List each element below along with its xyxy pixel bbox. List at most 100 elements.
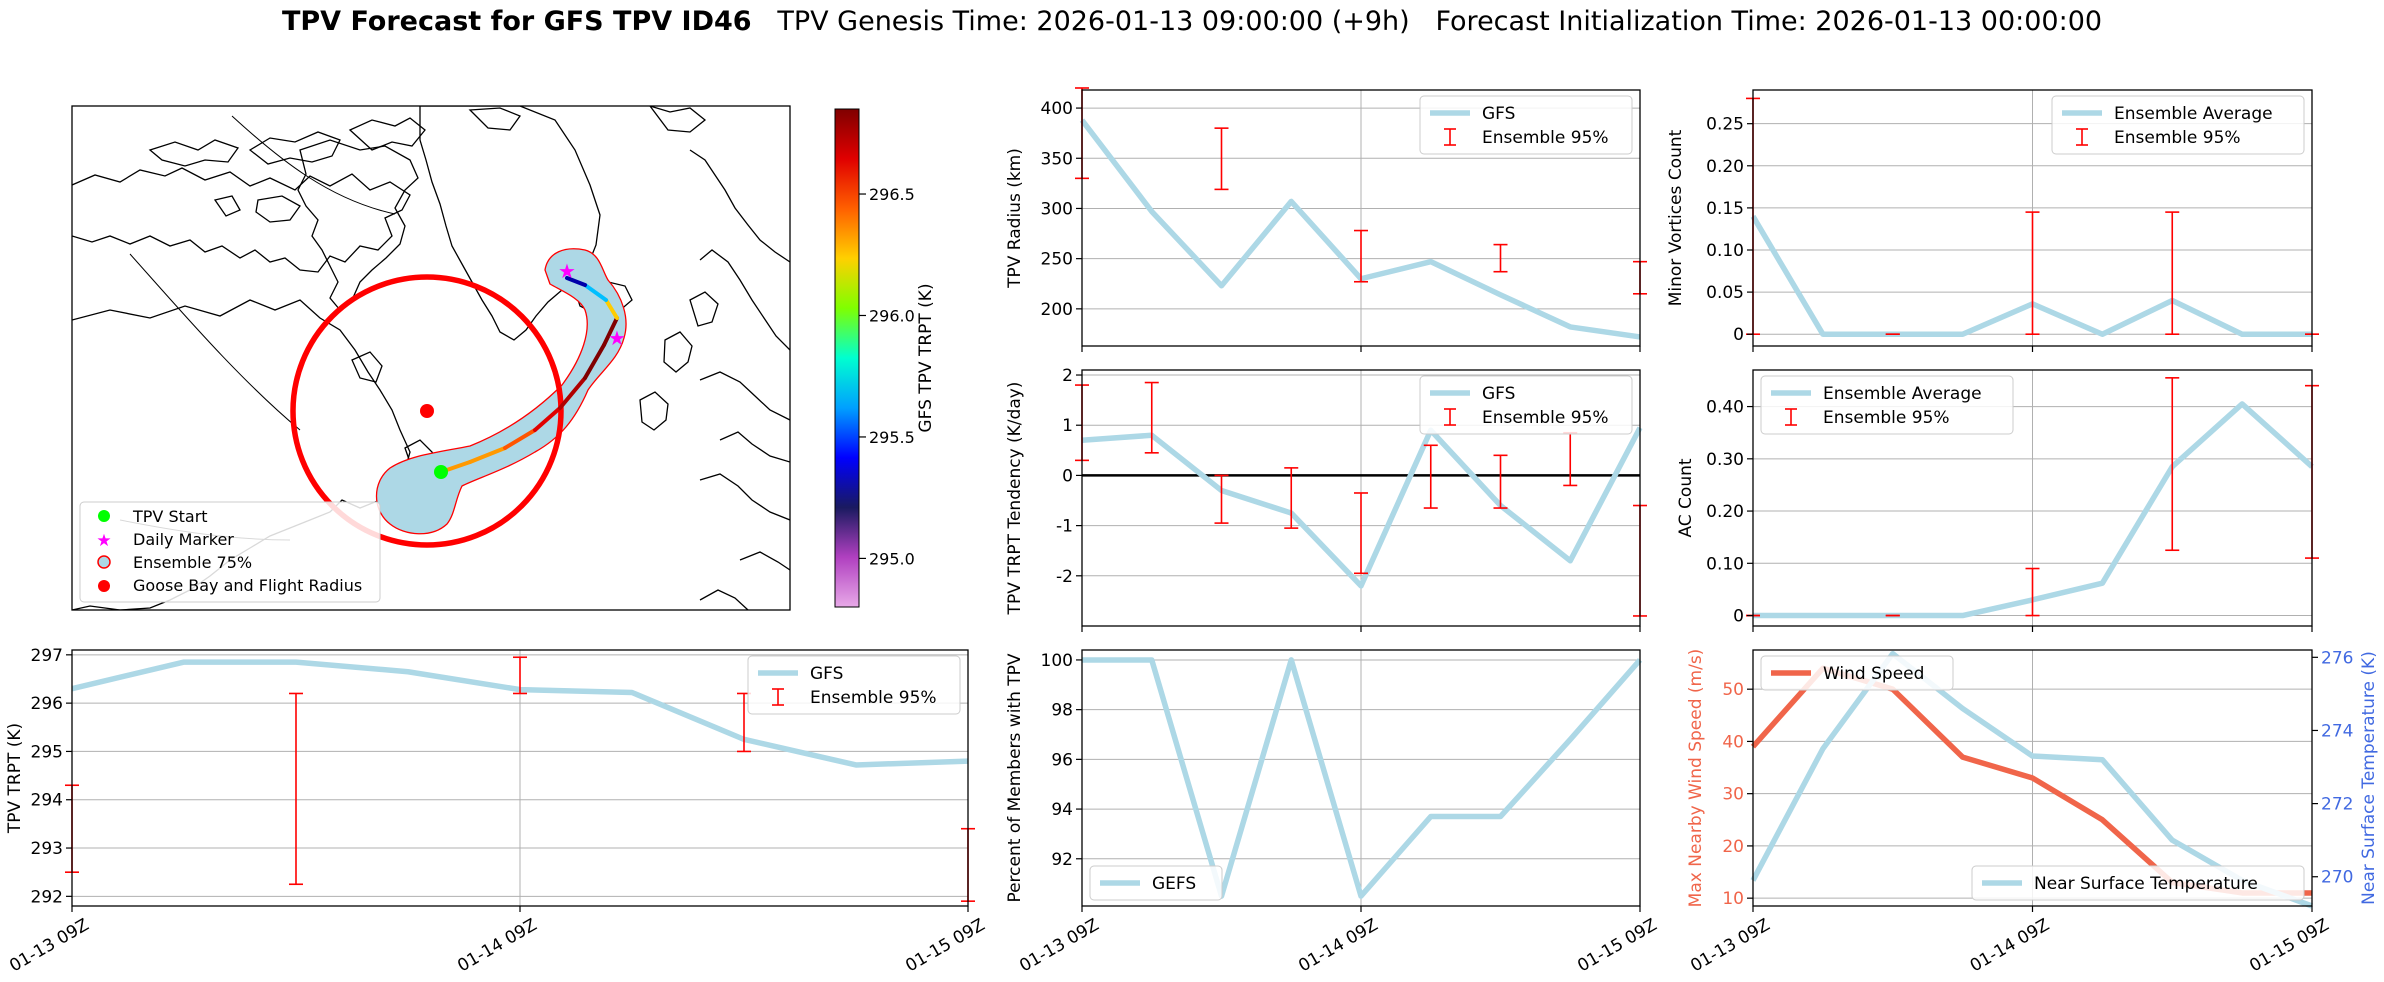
legend-box: [1760, 375, 2014, 435]
chart-tendency: -2 -1 0 1 2 TPV TRPT Tendency (K/day) GFS Ensem…: [1005, 366, 1647, 632]
figure-title-main: TPV Forecast for GFS TPV ID46: [281, 6, 752, 37]
legend-box: [1089, 865, 1223, 901]
y-axis-label: TPV Radius (km): [1005, 148, 1025, 289]
y-tick-label: 0.15: [1706, 199, 1744, 219]
legend-box: [1419, 375, 1633, 435]
y2-tick-label: 274: [2321, 721, 2353, 741]
chart-minor: 0 0.05 0.10 0.15 0.20 0.25 Minor Vortices Coun…: [1666, 89, 2319, 352]
map-frame: [71, 105, 791, 611]
legend-box: [1760, 655, 1954, 691]
y-tick-label: 98: [1051, 701, 1073, 721]
tpv-track: [439, 276, 619, 474]
legend-label: Ensemble 95%: [810, 688, 937, 708]
y-tick-label: 300: [1041, 199, 1073, 219]
colorbar-tick-label: 295.0: [869, 549, 915, 568]
colorbar-gradient: [834, 108, 860, 608]
colorbar-tick-label: 296.5: [869, 185, 915, 204]
y-tick-label: 50: [1722, 680, 1744, 700]
y-axis-label: Max Nearby Wind Speed (m/s): [1686, 649, 1706, 908]
y-tick-label: 0: [1062, 466, 1073, 486]
daily-marker-star-2: ★: [608, 326, 626, 350]
legend-daily-marker-icon: ★: [96, 531, 111, 551]
tpv-start-marker: [434, 465, 448, 479]
colorbar-tick-label: 295.5: [869, 428, 915, 447]
legend-tpv-start: TPV Start: [132, 507, 208, 526]
legend-goose-bay-icon: [98, 580, 110, 592]
y-tick-label: 350: [1041, 149, 1073, 169]
legend-box: [1419, 95, 1633, 155]
x-tick-label: 01-15 09Z: [902, 915, 988, 976]
y-axis-label: Percent of Members with TPV: [1005, 653, 1025, 902]
legend-daily-marker: Daily Marker: [133, 530, 234, 549]
legend-box: [2051, 95, 2305, 155]
colorbar-ticks: 295.0 295.5 296.0 296.5: [859, 185, 915, 568]
chart-ac: 0 0.10 0.20 0.30 0.40 AC Count Ensemble Averag…: [1676, 369, 2319, 632]
y-tick-label: -1: [1056, 517, 1073, 537]
colorbar-label: GFS TPV TRPT (K): [916, 283, 936, 432]
y-tick-label: 0.25: [1706, 115, 1744, 135]
y-tick-label: 200: [1041, 300, 1073, 320]
y-tick-label: 2: [1062, 366, 1073, 386]
y-tick-label: 292: [31, 887, 63, 907]
map-content: ★ ★ TPV Start ★ Daily Marker Ensemble 75…: [72, 106, 790, 610]
y-tick-label: 400: [1041, 99, 1073, 119]
y-tick-label: 0.10: [1706, 554, 1744, 574]
y-tick-label: 96: [1051, 750, 1073, 770]
ensemble-75-envelope: [376, 248, 627, 535]
y2-tick-label: 276: [2321, 648, 2353, 668]
y-tick-label: 92: [1051, 850, 1073, 870]
legend-label: Ensemble 95%: [1482, 128, 1609, 148]
colorbar: 295.0 295.5 296.0 296.5 GFS TPV TRPT (K): [834, 108, 936, 608]
y-tick-label: 20: [1722, 837, 1744, 857]
y-tick-label: 297: [31, 646, 63, 666]
y2-tick-label: 270: [2321, 868, 2353, 888]
y-axis-label: AC Count: [1676, 458, 1696, 537]
y-tick-label: 0.30: [1706, 450, 1744, 470]
x-tick-label: 01-14 09Z: [454, 915, 540, 976]
x-tick-label: 01-13 09Z: [1016, 915, 1102, 976]
legend-label: Ensemble Average: [1823, 384, 1982, 404]
y-tick-label: 0.40: [1706, 398, 1744, 418]
goose-bay-flight-radius: [290, 274, 564, 548]
y-tick-label: 0: [1733, 607, 1744, 627]
y2-axis-label: Near Surface Temperature (K): [2359, 651, 2379, 905]
figure-title-genesis: TPV Genesis Time: 2026-01-13 09:00:00 (+…: [777, 6, 1410, 37]
x-tick-label: 01-14 09Z: [1967, 915, 2053, 976]
track-segment: [583, 283, 608, 302]
legend-label: Near Surface Temperature: [2034, 874, 2258, 894]
y-tick-label: -2: [1056, 567, 1073, 587]
track-segment: [503, 428, 537, 450]
y-tick-label: 0: [1733, 325, 1744, 345]
legend-box: [747, 655, 961, 715]
map-panel: ★ ★ TPV Start ★ Daily Marker Ensemble 75…: [71, 105, 936, 611]
legend-label: GFS: [1482, 104, 1515, 124]
track-segment: [583, 343, 606, 380]
y-tick-label: 296: [31, 694, 63, 714]
chart-percent: 92 94 96 98 100 01-13 09Z 01-14 09Z 01-15 09Z Pe…: [1005, 649, 1661, 976]
legend-label: GFS: [1482, 384, 1515, 404]
x-tick-label: 01-13 09Z: [1687, 915, 1773, 976]
track-segment: [565, 276, 587, 287]
colorbar-tick-label: 296.0: [869, 306, 915, 325]
y-tick-label: 94: [1051, 800, 1073, 820]
y-tick-label: 30: [1722, 785, 1744, 805]
legend-box: [1971, 865, 2305, 901]
legend-tpv-start-icon: [98, 510, 110, 522]
legend-label: Wind Speed: [1823, 664, 1924, 684]
y-axis-label: Minor Vortices Count: [1666, 129, 1686, 306]
figure-title-init: Forecast Initialization Time: 2026-01-13…: [1435, 6, 2103, 37]
figure-title: TPV Forecast for GFS TPV ID46 TPV Genesi…: [0, 6, 2384, 37]
y-tick-label: 0.20: [1706, 502, 1744, 522]
y-tick-label: 293: [31, 839, 63, 859]
chart-trpt: 292 293 294 295 296 297 01-13 09Z 01-14 09Z 01-1…: [5, 646, 989, 977]
track-segment: [533, 406, 562, 432]
track-segment: [604, 298, 619, 320]
legend-label: Ensemble 95%: [1823, 408, 1950, 428]
legend-ensemble-icon: [97, 555, 111, 569]
y-tick-label: 295: [31, 742, 63, 762]
chart-wind_temp: 10 20 30 40 50 270 272 274 276 Near Surface Tempe…: [1686, 648, 2379, 976]
y-tick-label: 294: [31, 791, 63, 811]
legend-label: GEFS: [1152, 874, 1196, 894]
y-tick-label: 250: [1041, 250, 1073, 270]
